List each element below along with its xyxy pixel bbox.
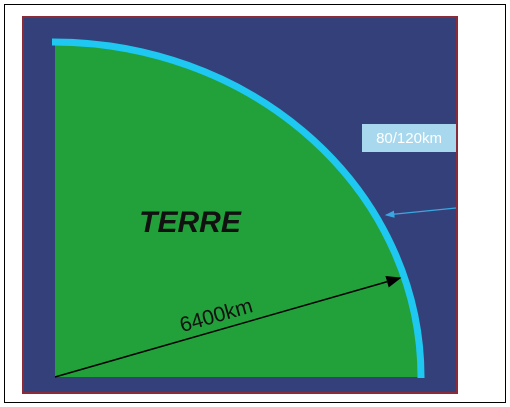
diagram: TERRE 6400km 80/120km [0, 0, 510, 407]
atmosphere-label: 80/120km [376, 130, 442, 147]
planet-label: TERRE [139, 206, 242, 239]
